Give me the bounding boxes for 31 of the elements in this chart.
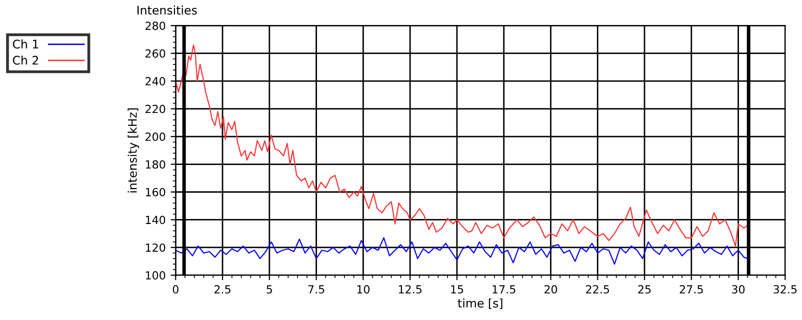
- chart-title: Intensities: [138, 5, 197, 15]
- legend-label: Ch 2: [12, 56, 38, 65]
- x-tick-label: 10: [357, 285, 370, 294]
- x-tick-label: 15: [451, 285, 464, 294]
- x-tick-label: 7.5: [308, 285, 324, 294]
- line-series: [176, 237, 748, 265]
- x-tick-label: 2.5: [214, 285, 230, 294]
- y-tick-label: 240: [146, 77, 166, 86]
- y-tick-label: 260: [146, 49, 166, 58]
- y-tick-label: 280: [146, 22, 166, 30]
- x-tick-label: 25: [638, 285, 651, 294]
- x-tick-label: 0: [172, 285, 178, 294]
- y-tick-label: 140: [146, 216, 166, 224]
- y-tick-label: 160: [146, 188, 166, 196]
- x-axis-title: time [s]: [458, 298, 502, 309]
- y-axis-title: intensity [kHz]: [128, 108, 140, 192]
- x-tick-label: 22.5: [586, 285, 610, 294]
- x-tick-label: 17.5: [492, 285, 516, 294]
- legend-label: Ch 1: [12, 39, 38, 49]
- x-tick-label: 27.5: [680, 285, 703, 294]
- y-tick-label: 120: [146, 243, 166, 252]
- x-tick-label: 32.5: [774, 285, 797, 294]
- x-tick-label: 12.5: [398, 285, 422, 294]
- y-tick-label: 100: [146, 271, 166, 280]
- y-tick-label: 180: [146, 160, 166, 169]
- y-tick-label: 220: [146, 104, 166, 114]
- line-series: [176, 44, 748, 247]
- y-tick-label: 200: [146, 132, 166, 141]
- x-tick-label: 5: [266, 285, 272, 294]
- x-tick-label: 20: [544, 285, 558, 294]
- x-tick-label: 30: [732, 285, 745, 294]
